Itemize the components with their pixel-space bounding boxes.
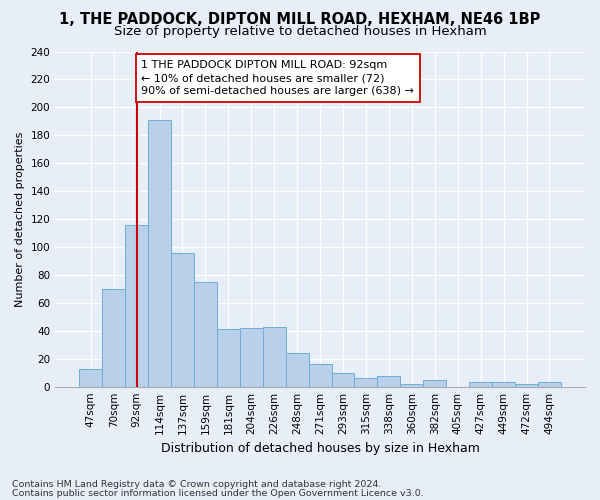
Bar	[355, 378, 377, 386]
Text: 1, THE PADDOCK, DIPTON MILL ROAD, HEXHAM, NE46 1BP: 1, THE PADDOCK, DIPTON MILL ROAD, HEXHAM…	[59, 12, 541, 28]
Bar	[286, 353, 308, 386]
Bar	[240, 328, 263, 386]
Bar	[194, 282, 217, 387]
Text: Contains public sector information licensed under the Open Government Licence v3: Contains public sector information licen…	[12, 489, 424, 498]
Bar	[217, 330, 240, 386]
Text: 1 THE PADDOCK DIPTON MILL ROAD: 92sqm
← 10% of detached houses are smaller (72)
: 1 THE PADDOCK DIPTON MILL ROAD: 92sqm ← …	[141, 60, 414, 96]
Bar	[469, 382, 492, 386]
Bar	[538, 382, 561, 386]
Text: Contains HM Land Registry data © Crown copyright and database right 2024.: Contains HM Land Registry data © Crown c…	[12, 480, 382, 489]
Bar	[400, 384, 423, 386]
Bar	[308, 364, 332, 386]
Bar	[492, 382, 515, 386]
X-axis label: Distribution of detached houses by size in Hexham: Distribution of detached houses by size …	[161, 442, 479, 455]
Bar	[423, 380, 446, 386]
Bar	[515, 384, 538, 386]
Bar	[332, 372, 355, 386]
Bar	[102, 289, 125, 386]
Bar	[377, 376, 400, 386]
Bar	[79, 368, 102, 386]
Bar	[148, 120, 171, 386]
Bar	[263, 326, 286, 386]
Bar	[125, 224, 148, 386]
Bar	[171, 252, 194, 386]
Y-axis label: Number of detached properties: Number of detached properties	[15, 132, 25, 307]
Text: Size of property relative to detached houses in Hexham: Size of property relative to detached ho…	[113, 25, 487, 38]
